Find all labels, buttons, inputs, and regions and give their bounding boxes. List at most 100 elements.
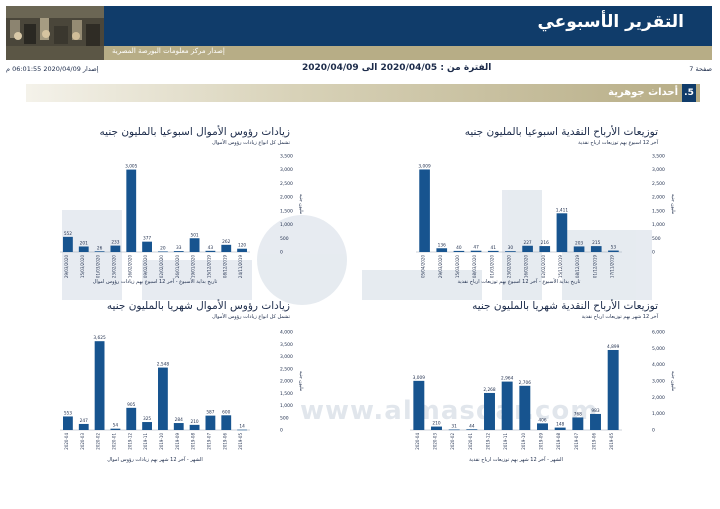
bar	[189, 424, 200, 430]
data-label: 31	[451, 423, 457, 429]
chart-subtitle: آخر 12 اسبوع بهم توزيعات ارباح نقدية	[578, 140, 658, 146]
bar	[173, 251, 184, 252]
data-label: 2,706	[519, 380, 532, 386]
y-tick-label: 2,500	[652, 181, 665, 187]
y-tick-label: 4,000	[652, 362, 665, 368]
bar	[142, 422, 152, 430]
chart-title: توزيعات الأرباح النقدية اسبوعيا بالمليون…	[464, 126, 658, 138]
bar	[466, 429, 478, 430]
bar	[221, 415, 232, 430]
report-title: التقرير الأسبوعي	[537, 12, 684, 32]
bar	[221, 244, 232, 252]
x-axis-title: الشهر - آخر 12 شهر بهم توزيعات ارباح نقد…	[469, 456, 563, 463]
data-label: 3,005	[125, 164, 138, 170]
x-tick-label: 2019-07	[206, 433, 211, 450]
x-tick-label: 2019-06	[592, 433, 597, 450]
data-label: 40	[456, 245, 462, 251]
data-label: 2,548	[157, 362, 170, 368]
x-tick-label: 15/03/2020	[455, 255, 460, 279]
data-label: 14	[239, 424, 245, 430]
x-tick-label: 23/02/2020	[506, 255, 511, 279]
chart-title: زيادات رؤوس الأموال شهريا بالمليون جنيه	[106, 300, 290, 312]
y-tick-label: 500	[280, 236, 289, 242]
x-tick-label: 2019-11	[143, 433, 148, 450]
x-tick-label: 24/11/2019	[238, 255, 243, 279]
bar	[487, 250, 499, 252]
bar	[189, 238, 200, 252]
bar	[608, 250, 619, 252]
watermark-url: www.almasdar.com	[300, 396, 599, 426]
data-label: 284	[175, 417, 183, 423]
x-tick-label: 2019-12	[486, 433, 491, 450]
bar	[522, 245, 533, 252]
bar	[573, 246, 585, 252]
bar	[126, 169, 137, 252]
y-tick-label: 2,000	[652, 195, 665, 201]
x-tick-label: 01/03/2020	[96, 255, 101, 279]
x-tick-label: 08/12/2019	[575, 255, 580, 279]
bar	[63, 236, 73, 252]
weekly-dividends-chart: توزيعات الأرباح النقدية اسبوعيا بالمليون…	[414, 126, 675, 292]
data-label: 120	[238, 243, 246, 249]
y-axis-label: مليون جنيه	[670, 371, 675, 392]
meta-row: صفحة 7 الفترة من : 2020/04/05 الى 2020/0…	[6, 63, 712, 75]
y-tick-label: 3,500	[280, 342, 293, 348]
x-tick-label: 26/01/2020	[175, 255, 180, 279]
bar	[537, 423, 548, 430]
data-label: 20	[160, 245, 166, 251]
y-tick-label: 5,000	[652, 346, 665, 352]
y-tick-label: 1,500	[280, 391, 293, 397]
x-tick-label: 2019-09	[539, 433, 544, 450]
data-label: 406	[538, 417, 546, 423]
bar	[505, 251, 516, 252]
x-tick-label: 01/03/2020	[489, 255, 494, 279]
x-tick-label: 2020-03	[433, 433, 438, 450]
data-label: 44	[469, 423, 475, 429]
data-label: 553	[64, 410, 72, 416]
data-label: 905	[127, 402, 135, 408]
data-label: 215	[592, 240, 600, 246]
chart-plot: 0 1,000 2,000 3,000 4,000 5,000 6,000 مليون جني…	[410, 330, 675, 463]
data-label: 1,411	[556, 207, 569, 213]
data-label: 53	[611, 245, 617, 251]
x-tick-label: 16/02/2020	[524, 255, 529, 279]
x-tick-label: 2020-03	[80, 433, 85, 450]
x-tick-label: 19/01/2020	[191, 255, 196, 279]
y-axis-label: مليون جنيه	[298, 194, 303, 215]
data-label: 136	[438, 242, 446, 248]
y-tick-label: 1,000	[652, 411, 665, 417]
y-axis-label: مليون جنيه	[298, 371, 303, 392]
x-tick-label: 01/12/2019	[592, 255, 597, 279]
chart-plot: 0 500 1,000 1,500 2,000 2,500 3,000 3,500 4,000 م…	[60, 330, 303, 463]
bar	[158, 367, 168, 430]
data-label: 148	[556, 422, 564, 428]
data-label: 233	[111, 240, 119, 246]
x-tick-label: 2019-09	[175, 433, 180, 450]
bar	[110, 245, 121, 252]
bar	[436, 248, 448, 252]
x-tick-label: 2020-01	[111, 433, 116, 450]
x-tick-label: 2019-11	[503, 433, 508, 450]
bar	[607, 349, 619, 430]
bar	[539, 246, 551, 252]
data-label: 216	[541, 240, 549, 246]
x-tick-label: 08/12/2019	[222, 255, 227, 279]
data-label: 201	[80, 240, 88, 246]
data-label: 33	[176, 245, 182, 251]
bar	[413, 380, 425, 430]
y-tick-label: 2,000	[652, 395, 665, 401]
x-tick-label: 15/12/2019	[558, 255, 563, 279]
data-label: 26	[97, 245, 103, 251]
bar	[94, 341, 105, 430]
y-tick-label: 2,500	[280, 366, 293, 372]
y-tick-label: 1,000	[280, 403, 293, 409]
data-label: 210	[432, 421, 440, 427]
data-label: 587	[206, 410, 214, 416]
bar	[94, 251, 105, 252]
bar	[501, 381, 513, 430]
x-tick-label: 2020-04	[64, 433, 69, 450]
bar	[78, 246, 89, 252]
y-tick-label: 1,000	[652, 222, 665, 228]
bar	[590, 246, 602, 252]
data-label: 325	[143, 416, 151, 422]
